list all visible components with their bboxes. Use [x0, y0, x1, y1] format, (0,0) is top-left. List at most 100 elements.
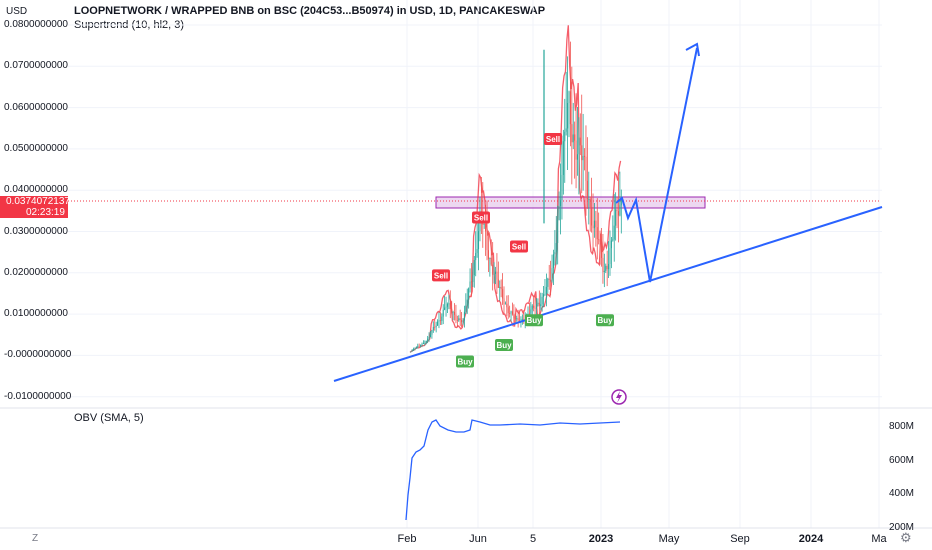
candle — [486, 231, 488, 251]
candle — [561, 174, 563, 201]
obv-tick: 400M — [889, 488, 915, 499]
candle — [527, 313, 529, 315]
candle — [448, 303, 450, 305]
signal-buy: Buy — [596, 314, 614, 327]
obv-tick: 200M — [889, 521, 915, 533]
candle — [463, 311, 465, 321]
candle — [620, 199, 622, 206]
candle — [520, 319, 522, 322]
signal-sell: Sell — [432, 269, 450, 282]
candle — [599, 239, 601, 243]
gear-icon[interactable]: ⚙ — [900, 530, 912, 545]
price-tick: 0.0600000000 — [4, 101, 68, 113]
candle — [616, 209, 618, 212]
candle — [456, 320, 458, 321]
candle — [458, 318, 460, 321]
candle — [538, 302, 540, 307]
candle — [413, 349, 415, 351]
candle — [517, 318, 519, 321]
candle — [575, 140, 577, 160]
current-price-value: 0.0374072137 — [6, 196, 70, 207]
candle — [411, 350, 413, 352]
candle — [581, 145, 583, 161]
candle — [410, 351, 412, 353]
candle — [444, 307, 446, 310]
time-tick: Ma — [871, 533, 887, 545]
candle — [497, 279, 499, 288]
candle — [502, 289, 504, 299]
signal-label: Buy — [526, 316, 542, 325]
candle — [608, 264, 610, 270]
candle — [579, 137, 581, 146]
candle — [574, 134, 576, 141]
price-tick: 0.0800000000 — [4, 19, 68, 30]
price-tick: 0.0400000000 — [4, 184, 68, 196]
candle — [552, 254, 554, 269]
candle — [554, 252, 556, 255]
candle — [459, 318, 461, 320]
candle — [591, 207, 593, 226]
price-tick: -0.0000000000 — [4, 349, 72, 361]
candle — [595, 220, 597, 228]
chart-title: LOOPNETWORK / WRAPPED BNB on BSC (204C53… — [74, 5, 546, 17]
candle — [495, 271, 497, 274]
candle — [596, 227, 598, 240]
price-tick: 0.0200000000 — [4, 266, 68, 278]
candle — [533, 305, 535, 308]
candle — [514, 318, 516, 320]
signal-label: Sell — [434, 271, 448, 280]
candle — [528, 313, 530, 315]
candle — [569, 91, 571, 125]
signal-label: Buy — [597, 316, 613, 325]
candle — [461, 319, 463, 323]
candle — [586, 180, 588, 200]
candles — [410, 41, 622, 353]
candle — [483, 224, 485, 225]
candle — [543, 294, 545, 297]
time-tick: May — [658, 533, 680, 545]
candle — [435, 325, 437, 328]
candle — [617, 211, 619, 216]
price-tick: 0.0700000000 — [4, 60, 68, 72]
candle — [606, 265, 608, 270]
candle — [442, 309, 444, 317]
candle — [465, 305, 467, 312]
candle — [545, 286, 547, 295]
candle — [534, 307, 536, 309]
signal-sell: Sell — [544, 133, 562, 145]
candle — [615, 209, 617, 226]
price-tick: 0.0300000000 — [4, 225, 68, 237]
lightning-icon[interactable] — [611, 389, 627, 405]
projection-arrow-head — [685, 42, 700, 57]
candle — [470, 281, 472, 283]
candle — [415, 346, 417, 349]
signal-buy: Buy — [495, 339, 513, 351]
candle — [432, 326, 434, 331]
candle — [555, 243, 557, 253]
candle — [598, 239, 600, 241]
candle — [469, 281, 471, 289]
candle — [485, 224, 487, 232]
candle — [513, 314, 515, 319]
signal-label: Buy — [457, 358, 473, 367]
candle — [602, 257, 604, 273]
candle — [544, 294, 546, 296]
signal-badge — [495, 339, 513, 351]
candle — [507, 307, 509, 314]
timezone-toggle[interactable]: Z — [32, 533, 39, 544]
candle — [568, 91, 570, 104]
current-price-badge: 0.0374072137 02:23:19 — [0, 196, 70, 218]
candle — [567, 103, 569, 129]
obv-title[interactable]: OBV (SMA, 5) — [74, 412, 144, 424]
candle — [540, 304, 542, 307]
signal-label: Sell — [474, 214, 488, 223]
candle — [511, 311, 513, 315]
candle — [472, 275, 474, 282]
candle — [429, 334, 431, 337]
candle — [601, 242, 603, 258]
candle — [584, 155, 586, 157]
candle — [500, 286, 502, 290]
candle — [424, 343, 426, 344]
candle — [503, 298, 505, 304]
